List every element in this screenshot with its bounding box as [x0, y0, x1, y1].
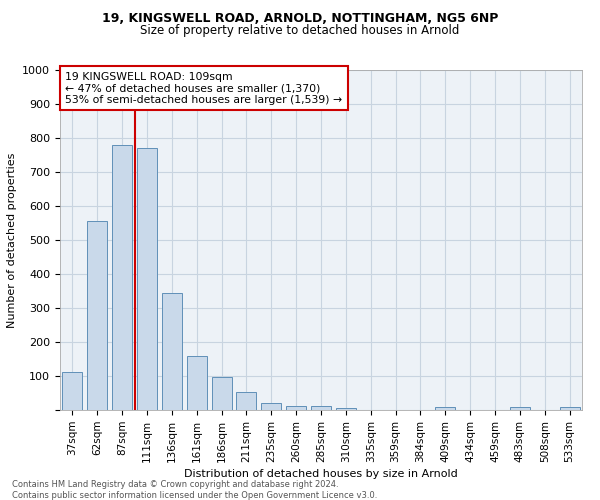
Bar — [262, 403, 281, 410]
Text: 19, KINGSWELL ROAD, ARNOLD, NOTTINGHAM, NG5 6NP: 19, KINGSWELL ROAD, ARNOLD, NOTTINGHAM, … — [102, 12, 498, 26]
Bar — [336, 408, 356, 410]
Bar — [560, 408, 580, 410]
Bar — [212, 377, 232, 410]
Bar — [436, 408, 455, 410]
Bar — [162, 292, 182, 410]
Bar — [510, 408, 530, 410]
Bar — [236, 392, 256, 410]
Text: 19 KINGSWELL ROAD: 109sqm
← 47% of detached houses are smaller (1,370)
53% of se: 19 KINGSWELL ROAD: 109sqm ← 47% of detac… — [65, 72, 343, 105]
Bar — [62, 372, 82, 410]
Text: Contains HM Land Registry data © Crown copyright and database right 2024.
Contai: Contains HM Land Registry data © Crown c… — [12, 480, 377, 500]
Bar — [137, 148, 157, 410]
Bar — [88, 222, 107, 410]
Text: Size of property relative to detached houses in Arnold: Size of property relative to detached ho… — [140, 24, 460, 37]
X-axis label: Distribution of detached houses by size in Arnold: Distribution of detached houses by size … — [184, 469, 458, 479]
Bar — [286, 406, 306, 410]
Y-axis label: Number of detached properties: Number of detached properties — [7, 152, 17, 328]
Bar — [311, 406, 331, 410]
Bar — [187, 356, 206, 410]
Bar — [112, 146, 132, 410]
